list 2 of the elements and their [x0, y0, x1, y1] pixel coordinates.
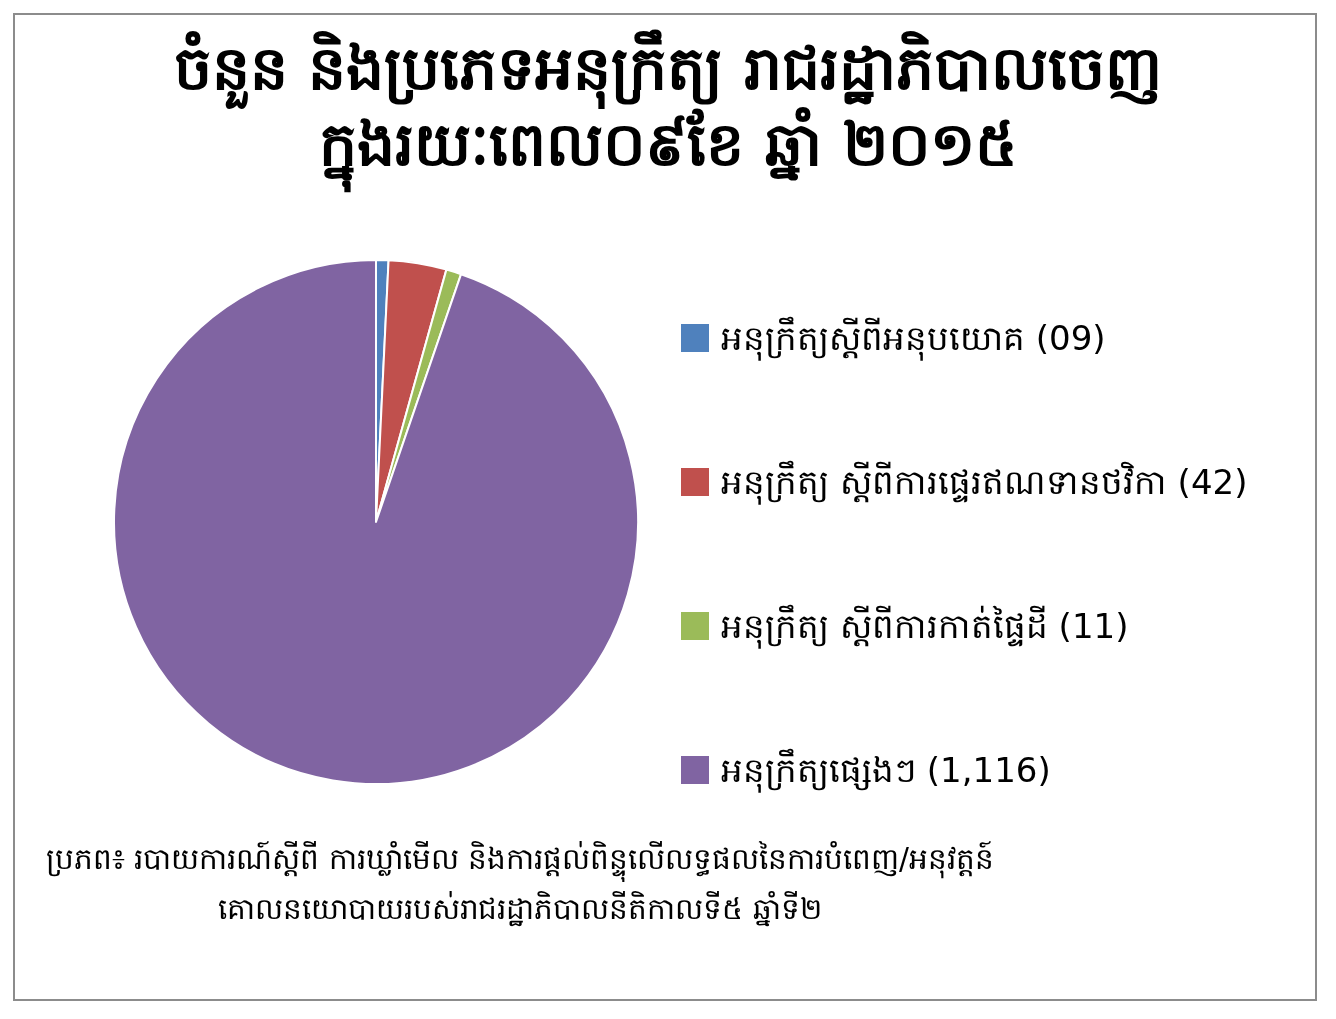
annotation: ប្រភព៖ របាយការណ៍ស្តីពី ការឃ្លាំមើល និងការផ្តល់ពិន្ទុលើលទ្ធផលនៃការបំពេញ/អនុវត្តន៍ គោលនយោបាយរបស់រាជរដ្ឋាភិបាលនីតិកាលទី៥ ឆ្នាំទី២ [44, 840, 996, 929]
title: ចំនួន និងប្រភេទអនុក្រឹត្យ រាជរដ្ឋាភិបាលចេញ ក្នុងរយៈពេល០៩ខែ ឆ្នាំ ២០១៥ [169, 26, 1167, 196]
